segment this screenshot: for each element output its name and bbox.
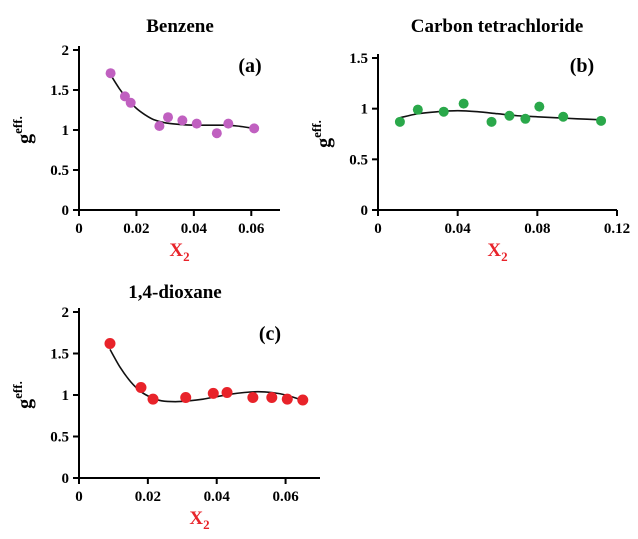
data-point <box>180 391 192 403</box>
x-tick-label: 0.02 <box>135 489 161 505</box>
data-point <box>119 91 130 102</box>
x-tick-label: 0.02 <box>123 221 149 237</box>
x-tick-label: 0.12 <box>604 221 630 237</box>
data-point <box>266 391 278 403</box>
data-point <box>534 101 545 112</box>
data-point <box>154 121 165 131</box>
chart-title: Benzene <box>146 16 214 37</box>
data-point <box>163 112 174 123</box>
y-tick-label: 2 <box>62 305 70 321</box>
fit-curve <box>399 109 602 121</box>
data-point <box>438 106 449 117</box>
data-point <box>125 97 136 108</box>
panel-label: (b) <box>570 55 594 77</box>
x-axis-label-subscript: 2 <box>203 517 210 532</box>
data-point <box>281 393 293 405</box>
x-tick-label: 0.06 <box>238 221 265 237</box>
y-tick-label: 0.5 <box>50 163 69 179</box>
x-axis-label: X2 <box>189 508 209 532</box>
chart-panel-3: 1,4-dioxane(c)00.511.520 0.02 0.04 0.06X2ge… <box>10 282 320 532</box>
y-tick-label: 0 <box>62 203 70 219</box>
data-point <box>104 338 116 350</box>
y-axis-label-superscript: eff. <box>309 120 324 138</box>
data-point <box>297 394 309 406</box>
x-tick-label: 0.04 <box>445 221 472 237</box>
chart-title: 1,4-dioxane <box>128 282 221 303</box>
y-tick-label: 1.5 <box>50 347 69 363</box>
data-point <box>504 110 515 121</box>
panel-label: (c) <box>259 323 281 345</box>
y-tick-label: 1.5 <box>349 51 368 67</box>
y-tick-label: 1 <box>361 102 369 118</box>
x-tick-label: 0 <box>75 221 83 237</box>
y-axis-label-main: g <box>14 134 36 144</box>
x-tick-label: 0.04 <box>181 221 208 237</box>
x-axis-label-subscript: 2 <box>501 249 508 264</box>
data-point <box>249 123 260 134</box>
data-point <box>412 104 423 115</box>
y-axis-label: geff. <box>10 116 36 144</box>
x-axis-label: X2 <box>169 240 189 264</box>
x-tick-label: 0.08 <box>524 221 550 237</box>
data-point <box>105 68 116 79</box>
chart-title: Carbon tetrachloride <box>411 16 584 37</box>
data-point <box>207 387 219 399</box>
x-axis-label-subscript: 2 <box>183 249 190 264</box>
data-point <box>191 118 202 129</box>
y-axis-label-main: g <box>313 138 335 148</box>
data-point <box>596 115 607 126</box>
x-axis-label-main: X <box>169 240 183 261</box>
y-tick-label: 2 <box>62 43 70 59</box>
data-point <box>221 387 233 399</box>
data-point <box>520 113 531 124</box>
x-tick-label: 0 <box>75 489 83 505</box>
y-axis-label-superscript: eff. <box>10 381 25 399</box>
data-point <box>486 116 497 127</box>
x-tick-label: 0.04 <box>204 489 231 505</box>
y-axis-label-main: g <box>14 399 36 409</box>
x-axis-label-main: X <box>487 240 501 261</box>
x-axis-label: X2 <box>487 240 507 264</box>
y-tick-label: 0.5 <box>50 430 69 446</box>
data-point <box>177 115 188 126</box>
y-tick-label: 0.5 <box>349 152 368 168</box>
chart-panel-2: Carbon tetrachloride (b) 0 0.5 1 1.5 0 0.04 0.08… <box>309 16 630 264</box>
data-point <box>211 128 222 139</box>
panel-label: (a) <box>238 55 261 77</box>
data-point <box>223 118 234 129</box>
y-axis-label-superscript: eff. <box>10 116 25 134</box>
y-tick-label: 1.5 <box>50 83 69 99</box>
x-tick-label: 0.06 <box>272 489 299 505</box>
y-tick-label: 1 <box>62 123 70 139</box>
data-point <box>135 382 147 394</box>
x-tick-label: 0 <box>374 221 382 237</box>
y-tick-label: 1 <box>62 388 70 404</box>
data-point <box>558 111 569 122</box>
data-point <box>394 116 405 127</box>
data-point <box>247 391 259 403</box>
data-point <box>147 393 159 405</box>
y-axis-label: geff. <box>309 120 335 148</box>
data-point <box>458 98 469 109</box>
x-axis-label-main: X <box>189 508 203 529</box>
y-axis-label: geff. <box>10 381 36 409</box>
y-tick-label: 0 <box>361 203 369 219</box>
y-tick-label: 0 <box>62 471 70 487</box>
